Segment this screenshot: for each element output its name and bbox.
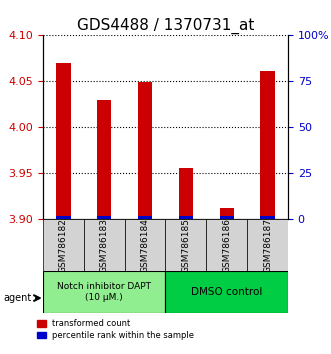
Bar [219, 207, 234, 219]
Text: GSM786186: GSM786186 [222, 218, 231, 273]
Bar [206, 219, 247, 271]
Bar [166, 271, 288, 313]
Bar [166, 219, 206, 271]
Bar [138, 82, 152, 219]
Text: Notch inhibitor DAPT
(10 μM.): Notch inhibitor DAPT (10 μM.) [57, 282, 151, 302]
Bar [97, 100, 112, 219]
Bar [179, 168, 193, 219]
Bar [56, 216, 71, 219]
Text: GSM786184: GSM786184 [141, 218, 150, 273]
Bar [43, 271, 166, 313]
Text: GSM786185: GSM786185 [181, 218, 190, 273]
Bar [125, 219, 166, 271]
Bar [260, 216, 275, 219]
Bar [97, 216, 112, 219]
Text: GSM786182: GSM786182 [59, 218, 68, 273]
Bar [219, 216, 234, 219]
Legend: transformed count, percentile rank within the sample: transformed count, percentile rank withi… [37, 319, 194, 340]
Bar [43, 219, 84, 271]
Bar [138, 216, 152, 219]
Bar [84, 219, 125, 271]
Bar [179, 216, 193, 219]
Text: DMSO control: DMSO control [191, 287, 262, 297]
Bar [260, 71, 275, 219]
Text: GSM786187: GSM786187 [263, 218, 272, 273]
Bar [247, 219, 288, 271]
Title: GDS4488 / 1370731_at: GDS4488 / 1370731_at [77, 18, 254, 34]
Text: agent: agent [3, 293, 31, 303]
Text: GSM786183: GSM786183 [100, 218, 109, 273]
Bar [56, 63, 71, 219]
